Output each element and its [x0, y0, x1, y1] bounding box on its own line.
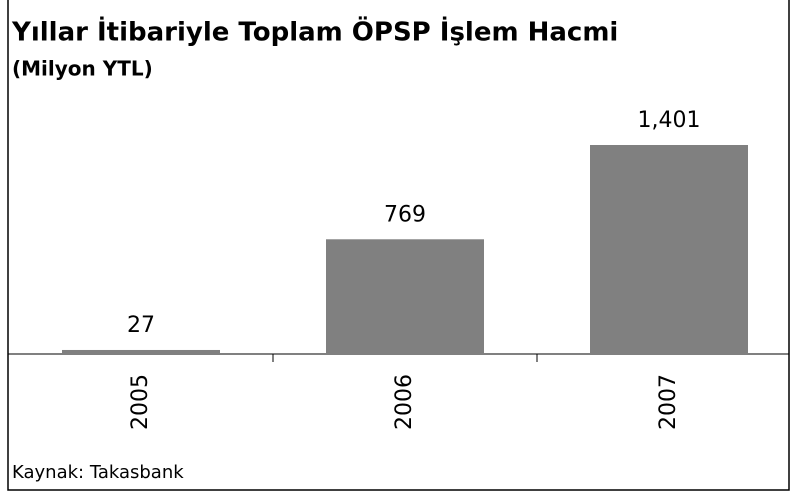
- source-note: Kaynak: Takasbank: [12, 462, 184, 483]
- frame: [7, 0, 790, 491]
- x-tick-label: 2005: [128, 374, 153, 430]
- bar: [326, 239, 484, 354]
- chart-title: Yıllar İtibariyle Toplam ÖPSP İşlem Hacm…: [11, 15, 618, 48]
- value-label: 27: [127, 313, 155, 338]
- value-label: 769: [384, 202, 426, 227]
- bar: [62, 349, 220, 354]
- x-tick-label: 2007: [656, 374, 681, 430]
- chart-subtitle: (Milyon YTL): [12, 57, 153, 81]
- value-label: 1,401: [638, 108, 701, 133]
- x-tick-label: 2006: [392, 374, 417, 430]
- bar: [590, 145, 748, 354]
